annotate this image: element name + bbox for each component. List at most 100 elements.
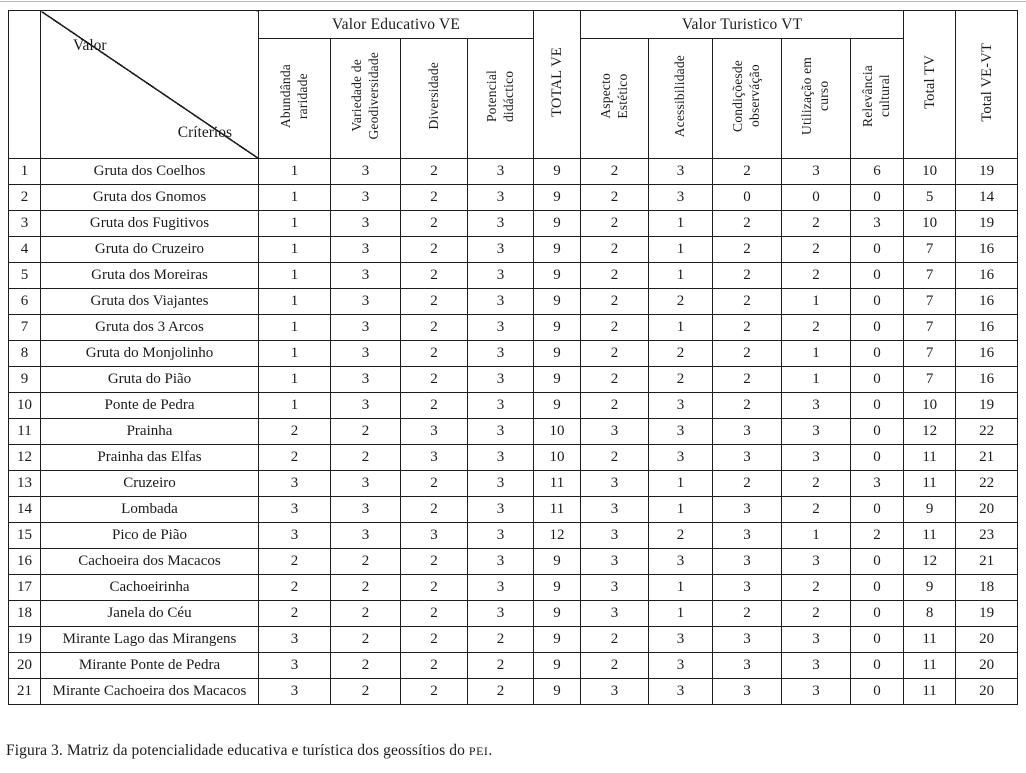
vt-score-cell: 2: [712, 210, 783, 237]
vt-score-cell: 3: [781, 418, 852, 445]
vt-score-cell: 3: [712, 574, 783, 601]
ve-score-cell: 2: [400, 158, 468, 185]
ve-score-cell: 1: [258, 366, 331, 393]
table-row: 20 Mirante Ponte de Pedra 3 2 2 2 9 2 3 3 3 0 11 20: [8, 652, 1019, 679]
vt-score-cell: 1: [648, 262, 714, 289]
total-ve-cell: 9: [533, 340, 582, 367]
vt-score-cell: 3: [712, 678, 783, 705]
ve-score-cell: 2: [466, 626, 535, 653]
ve-score-cell: 3: [466, 184, 535, 211]
row-number: 12: [8, 444, 41, 471]
vt-score-cell: 3: [781, 626, 852, 653]
geosite-name: Gruta dos Gnomos: [40, 184, 259, 211]
vt-score-cell: 0: [850, 366, 905, 393]
corner-empty-cell: [8, 10, 41, 159]
ve-score-cell: 3: [258, 626, 331, 653]
vt-score-cell: 0: [850, 314, 905, 341]
ve-score-cell: 2: [330, 418, 401, 445]
table-row: 11 Prainha 2 2 3 3 10 3 3 3 3 0 12 22: [8, 418, 1019, 445]
ve-score-cell: 3: [258, 496, 331, 523]
geosite-name: Janela do Céu: [40, 600, 259, 627]
vt-score-cell: 2: [781, 314, 852, 341]
ve-score-cell: 2: [258, 418, 331, 445]
ve-score-cell: 3: [330, 210, 401, 237]
vt-score-cell: 2: [712, 600, 783, 627]
vt-score-cell: 3: [850, 210, 905, 237]
vt-score-cell: 1: [648, 470, 714, 497]
geosite-name: Pico de Pião: [40, 522, 259, 549]
vt-score-cell: 6: [850, 158, 905, 185]
vt-score-cell: 2: [580, 444, 650, 471]
vt-score-cell: 2: [781, 470, 852, 497]
total-ve-vt-cell: 20: [955, 496, 1019, 523]
diagonal-label-criterios: Críterios: [177, 124, 232, 141]
ve-score-cell: 2: [400, 210, 468, 237]
vt-score-cell: 3: [781, 678, 852, 705]
geosite-name: Ponte de Pedra: [40, 392, 259, 419]
table-row: 19 Mirante Lago das Mirangens 3 2 2 2 9 2 3 3 3 0 11…: [8, 626, 1019, 653]
vt-score-cell: 2: [712, 262, 783, 289]
total-ve-vt-cell: 20: [955, 678, 1019, 705]
vt-score-cell: 0: [850, 600, 905, 627]
vt-score-cell: 2: [712, 366, 783, 393]
table-row: 17 Cachoeirinha 2 2 2 3 9 3 1 3 2 0 9 18: [8, 574, 1019, 601]
table-row: 6 Gruta dos Viajantes 1 3 2 3 9 2 2 2 1 0 7 16: [8, 288, 1019, 315]
geosite-name: Mirante Lago das Mirangens: [40, 626, 259, 653]
column-header-variedade-geodiversidade: Variedade de Geodiversidade: [330, 38, 401, 159]
total-tv-cell: 11: [903, 652, 957, 679]
vt-score-cell: 2: [580, 262, 650, 289]
total-ve-vt-cell: 20: [955, 626, 1019, 653]
total-ve-cell: 9: [533, 314, 582, 341]
geosite-name: Cruzeiro: [40, 470, 259, 497]
vt-score-cell: 0: [850, 548, 905, 575]
column-header-relevancia-cultural: Relevância cultural: [850, 38, 905, 159]
ve-score-cell: 3: [466, 600, 535, 627]
condicoes-observacao-label: Condiçõesde observáção: [730, 60, 763, 132]
total-tv-cell: 11: [903, 522, 957, 549]
vt-score-cell: 2: [580, 340, 650, 367]
ve-score-cell: 2: [400, 236, 468, 263]
ve-score-cell: 2: [400, 652, 468, 679]
vt-score-cell: 2: [580, 236, 650, 263]
vt-score-cell: 0: [850, 574, 905, 601]
geosite-name: Gruta dos Moreiras: [40, 262, 259, 289]
total-ve-vt-cell: 16: [955, 366, 1019, 393]
total-ve-vt-cell: 16: [955, 288, 1019, 315]
total-ve-vt-cell: 21: [955, 444, 1019, 471]
ve-score-cell: 3: [466, 470, 535, 497]
ve-score-cell: 3: [330, 288, 401, 315]
vt-score-cell: 2: [648, 288, 714, 315]
ve-score-cell: 1: [258, 392, 331, 419]
total-tv-cell: 7: [903, 340, 957, 367]
vt-score-cell: 3: [712, 418, 783, 445]
total-ve-cell: 9: [533, 366, 582, 393]
ve-score-cell: 2: [400, 392, 468, 419]
column-header-potencial-didactico: Potencial didáctico: [466, 38, 535, 159]
geosite-name: Prainha das Elfas: [40, 444, 259, 471]
row-number: 2: [8, 184, 41, 211]
ve-score-cell: 2: [258, 574, 331, 601]
vt-score-cell: 3: [648, 418, 714, 445]
geosite-name: Prainha: [40, 418, 259, 445]
total-tv-cell: 11: [903, 678, 957, 705]
total-ve-vt-cell: 14: [955, 184, 1019, 211]
ve-score-cell: 2: [400, 496, 468, 523]
row-number: 19: [8, 626, 41, 653]
total-ve-vt-cell: 22: [955, 470, 1019, 497]
vt-score-cell: 3: [712, 626, 783, 653]
ve-score-cell: 2: [400, 678, 468, 705]
ve-score-cell: 2: [258, 548, 331, 575]
ve-score-cell: 2: [400, 470, 468, 497]
vt-score-cell: 0: [781, 184, 852, 211]
vt-score-cell: 2: [580, 366, 650, 393]
vt-score-cell: 1: [781, 522, 852, 549]
total-ve-vt-cell: 18: [955, 574, 1019, 601]
total-ve-cell: 9: [533, 236, 582, 263]
vt-score-cell: 2: [580, 158, 650, 185]
table-row: 21 Mirante Cachoeira dos Macacos 3 2 2 2 9 3 3 3 3…: [8, 678, 1019, 705]
row-number: 1: [8, 158, 41, 185]
total-ve-vt-cell: 19: [955, 158, 1019, 185]
caption-text: Figura 3. Matriz da potencialidade educa…: [6, 742, 469, 759]
table-header: Valor Críterios Valor Educativo VE TOTAL…: [8, 10, 1019, 159]
ve-score-cell: 2: [466, 652, 535, 679]
